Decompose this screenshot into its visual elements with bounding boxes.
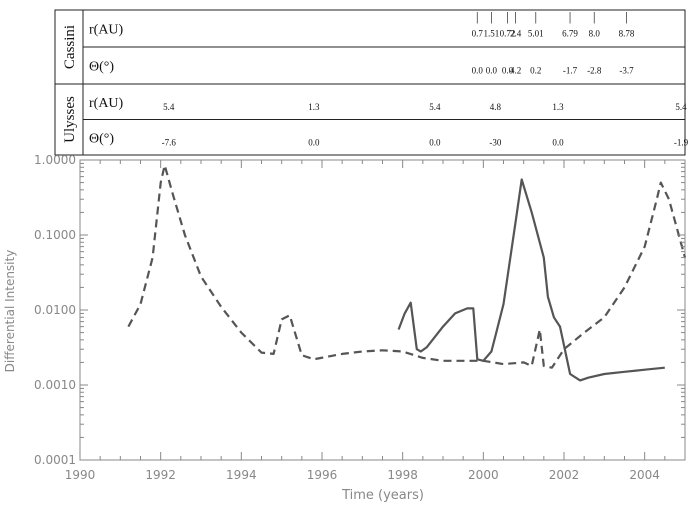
table-value: 5.01 [528,29,544,39]
table-value: -30 [489,137,501,147]
table-value: 0.0 [486,66,498,76]
table-value: 0.0 [429,137,441,147]
table-value: 8.78 [619,29,635,39]
table-value: 2.4 [510,29,522,39]
table-value: 0.7 [472,29,484,39]
y-tick-label: 0.0100 [34,303,76,317]
plot-frame [79,159,686,461]
table-content: Cassini r(AU) 0.7 1.51 0.722.4 5.01 6.79 8.0 8.7… [62,23,689,148]
table-value: 0.0 [502,66,514,76]
group-name-cassini: Cassini [62,25,78,69]
series-line-solid [397,178,665,382]
table-value: 0.0 [552,137,564,147]
table-value: 0.0 [308,137,320,147]
table-value: -1.7 [563,66,578,76]
y-tick-label: 1.0000 [34,153,76,167]
x-tick-label: 1992 [145,468,176,482]
table-value: -3.7 [619,66,634,76]
table-value: 4.8 [490,102,502,112]
y-tick-label: 0.1000 [34,228,76,242]
row-label: Θ(°) [89,60,114,75]
row-label: Θ(°) [89,131,114,146]
table-value: 4.2 [510,66,521,76]
table-value: 1.3 [308,102,320,112]
x-tick-label: 1990 [65,468,96,482]
table-value: 5.4 [429,102,441,112]
table-value: -7.6 [162,137,177,147]
table-value: -1.9 [674,137,689,147]
spacecraft-position-table: Cassini r(AU) 0.7 1.51 0.722.4 5.01 6.79 8.0 8.7… [54,9,689,156]
series-line-dashed [127,164,687,369]
y-tick-label: 0.0001 [34,453,76,467]
row-label: r(AU) [89,23,124,38]
plot-ticks: 1990 1992 1994 1996 1998 2000 2002 2004 0.0001 0.… [34,153,685,482]
table-value: 1.51 [484,29,500,39]
table-value: 6.79 [562,29,578,39]
group-name-ulysses: Ulysses [62,96,78,143]
table-value: 8.0 [589,29,601,39]
table-value: 0.2 [530,66,541,76]
table-border [54,9,686,156]
y-tick-label: 0.0010 [34,378,76,392]
table-value: 1.3 [552,102,564,112]
table-frame [54,9,686,156]
x-tick-label: 2002 [549,468,580,482]
row-label: r(AU) [89,96,124,111]
x-tick-label: 1994 [226,468,257,482]
y-axis-label: Differential Intensity [3,250,17,373]
plot-series [127,164,687,382]
x-axis-label: Time (years) [341,488,424,503]
plot-border [79,159,686,461]
x-tick-label: 1996 [307,468,338,482]
table-value: 5.4 [163,102,175,112]
x-tick-label: 2000 [468,468,499,482]
table-value: -2.8 [587,66,602,76]
table-value: 0.0 [472,66,484,76]
table-value: 5.4 [675,102,687,112]
x-tick-label: 2004 [629,468,660,482]
table-value: 0.72 [500,29,516,39]
x-tick-label: 1998 [387,468,418,482]
